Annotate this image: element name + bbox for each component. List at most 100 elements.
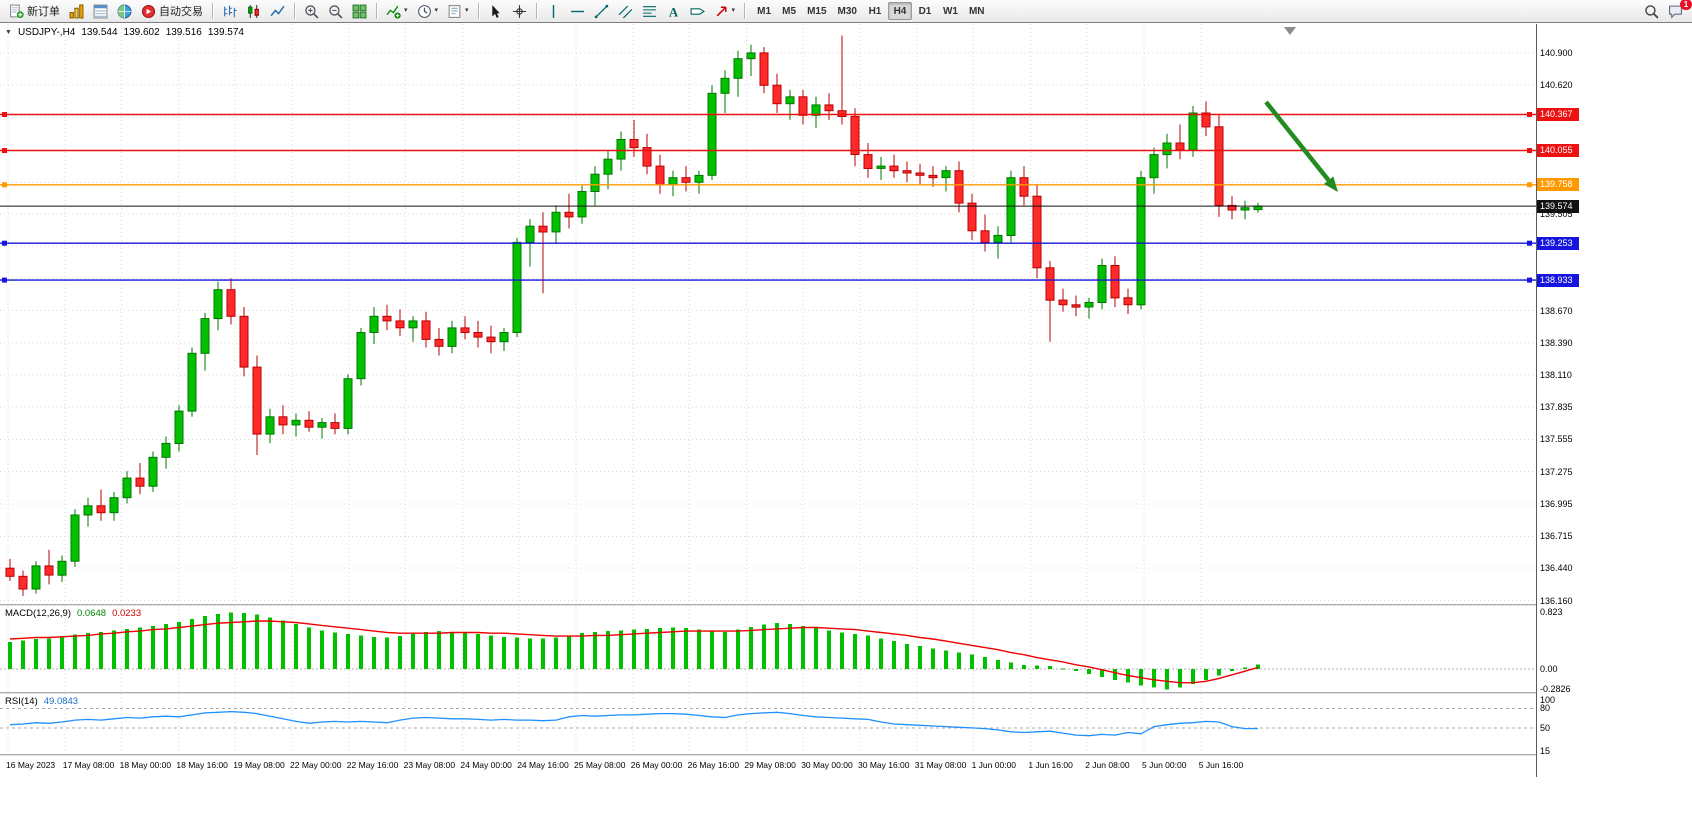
price-badge: 140.055 (1537, 144, 1579, 157)
time-axis-label: 30 May 00:00 (801, 760, 853, 770)
chart-high-value: 139.602 (123, 27, 160, 38)
price-scale-label: 138.670 (1540, 305, 1573, 316)
timeframe-d1-button[interactable]: D1 (918, 5, 932, 17)
navigator-icon (117, 4, 132, 19)
zoom-out-button[interactable] (324, 1, 347, 21)
price-badge: 140.367 (1537, 107, 1579, 121)
price-scale-label: 136.440 (1540, 563, 1573, 574)
macd-header: MACD(12,26,9) 0.0648 0.0233 (5, 608, 141, 619)
time-axis[interactable]: 16 May 2023 17 May 08:00 18 May 00:00 18 Ma… (0, 756, 1536, 777)
new-order-button[interactable]: 新订单 (5, 1, 64, 21)
price-scale[interactable]: 140.900140.620140.340140.060139.780139.5… (1536, 24, 1579, 777)
bar-chart-icon (222, 4, 237, 19)
timeframe-mn-button[interactable]: MN (968, 5, 985, 17)
chevron-down-icon: ▾ (731, 7, 736, 14)
candlestick-chart-button[interactable] (242, 1, 265, 21)
vertical-line-icon (546, 4, 561, 19)
candlestick-chart-icon (246, 4, 261, 19)
panel-separator[interactable] (0, 604, 1578, 606)
search-button[interactable] (1640, 1, 1663, 21)
time-axis-label: 23 May 08:00 (403, 760, 456, 770)
text-tool-button[interactable]: A (662, 1, 685, 21)
time-axis-label: 24 May 16:00 (517, 760, 569, 770)
channel-icon (618, 4, 633, 19)
navigator-button[interactable] (113, 1, 136, 21)
macd-scale-label: 0.823 (1540, 607, 1563, 617)
templates-button[interactable]: ▾ (443, 1, 473, 21)
price-badge: 139.758 (1537, 178, 1579, 192)
rsi-header: RSI(14) 49.0843 (5, 696, 78, 707)
macd-signal-value: 0.0233 (112, 608, 142, 619)
zoom-in-icon (304, 4, 319, 19)
horizontal-line-icon (570, 4, 585, 19)
timeframe-h1-button[interactable]: H1 (868, 5, 882, 17)
crosshair-button[interactable] (508, 1, 531, 21)
price-scale-label: 138.390 (1540, 337, 1573, 348)
indicators-icon (386, 4, 401, 19)
macd-canvas[interactable] (0, 606, 1536, 692)
auto-trading-button[interactable]: 自动交易 (137, 1, 207, 21)
bar-chart-button[interactable] (218, 1, 241, 21)
toolbar-separator (376, 3, 377, 19)
channel-tool-button[interactable] (614, 1, 637, 21)
chart-open-value: 139.544 (81, 27, 118, 38)
periods-button[interactable]: ▾ (413, 1, 443, 21)
label-tool-button[interactable] (686, 1, 709, 21)
market-watch-button[interactable] (65, 1, 88, 21)
tile-windows-button[interactable] (348, 1, 371, 21)
timeframe-m15-button[interactable]: M15 (807, 5, 827, 17)
chart-header: ▼ USDJPY-,H4 139.544 139.602 139.516 139… (5, 27, 244, 38)
notifications-button[interactable]: 1 (1664, 0, 1692, 21)
price-scale-label: 136.715 (1540, 531, 1573, 542)
fibonacci-tool-button[interactable] (638, 1, 661, 21)
chevron-down-icon: ▾ (465, 7, 469, 14)
arrows-tool-button[interactable]: ▾ (710, 1, 740, 21)
timeframe-w1-button[interactable]: W1 (942, 5, 958, 17)
zoom-out-icon (328, 4, 343, 19)
timeframe-m5-button[interactable]: M5 (782, 5, 797, 17)
search-icon (1644, 4, 1659, 19)
line-chart-button[interactable] (266, 1, 289, 21)
macd-scale-label: 0.00 (1540, 664, 1558, 675)
panel-separator[interactable] (0, 754, 1578, 756)
time-axis-label: 5 Jun 00:00 (1142, 760, 1187, 770)
time-axis-label: 2 Jun 08:00 (1085, 760, 1130, 770)
toolbar-separator (294, 3, 295, 19)
timeframe-m30-button[interactable]: M30 (837, 5, 857, 17)
time-axis-label: 18 May 16:00 (176, 760, 228, 770)
trendline-tool-button[interactable] (590, 1, 613, 21)
rsi-value: 49.0843 (43, 696, 79, 707)
cursor-button[interactable] (484, 1, 507, 21)
chevron-down-icon: ▾ (404, 7, 408, 14)
price-badge: 138.933 (1537, 273, 1579, 287)
new-order-icon (9, 4, 24, 19)
trendline-icon (594, 4, 609, 19)
text-icon: A (666, 4, 681, 19)
chart-window: ▼ USDJPY-,H4 139.544 139.602 139.516 139… (0, 24, 1579, 777)
line-chart-icon (270, 4, 285, 19)
panel-separator[interactable] (0, 692, 1578, 694)
horizontal-line-tool-button[interactable] (566, 1, 589, 21)
rsi-scale-label: 50 (1540, 722, 1551, 733)
arrows-icon (714, 4, 729, 19)
price-scale-label: 137.275 (1540, 466, 1573, 477)
timeframe-m1-button[interactable]: M1 (757, 5, 772, 17)
time-axis-label: 1 Jun 00:00 (971, 760, 1017, 770)
time-axis-label: 26 May 16:00 (687, 760, 740, 770)
zoom-in-button[interactable] (300, 1, 323, 21)
auto-trading-label: 自动交易 (159, 6, 203, 18)
chart-menu-icon[interactable]: ▼ (5, 29, 12, 36)
price-scale-label: 138.110 (1540, 370, 1572, 381)
rsi-canvas[interactable] (0, 694, 1536, 754)
main-chart-canvas[interactable] (0, 24, 1536, 604)
data-window-icon (93, 4, 108, 19)
chart-symbol-period: USDJPY-,H4 (17, 27, 76, 38)
timeframe-h4-button[interactable]: H4 (887, 2, 912, 20)
price-scale-label: 140.620 (1540, 80, 1573, 91)
price-badge: 139.253 (1537, 236, 1579, 250)
data-window-button[interactable] (89, 1, 112, 21)
time-axis-label: 16 May 2023 (6, 760, 56, 770)
rsi-name: RSI(14) (5, 696, 38, 707)
indicators-button[interactable]: ▾ (382, 1, 412, 21)
vertical-line-tool-button[interactable] (542, 1, 565, 21)
